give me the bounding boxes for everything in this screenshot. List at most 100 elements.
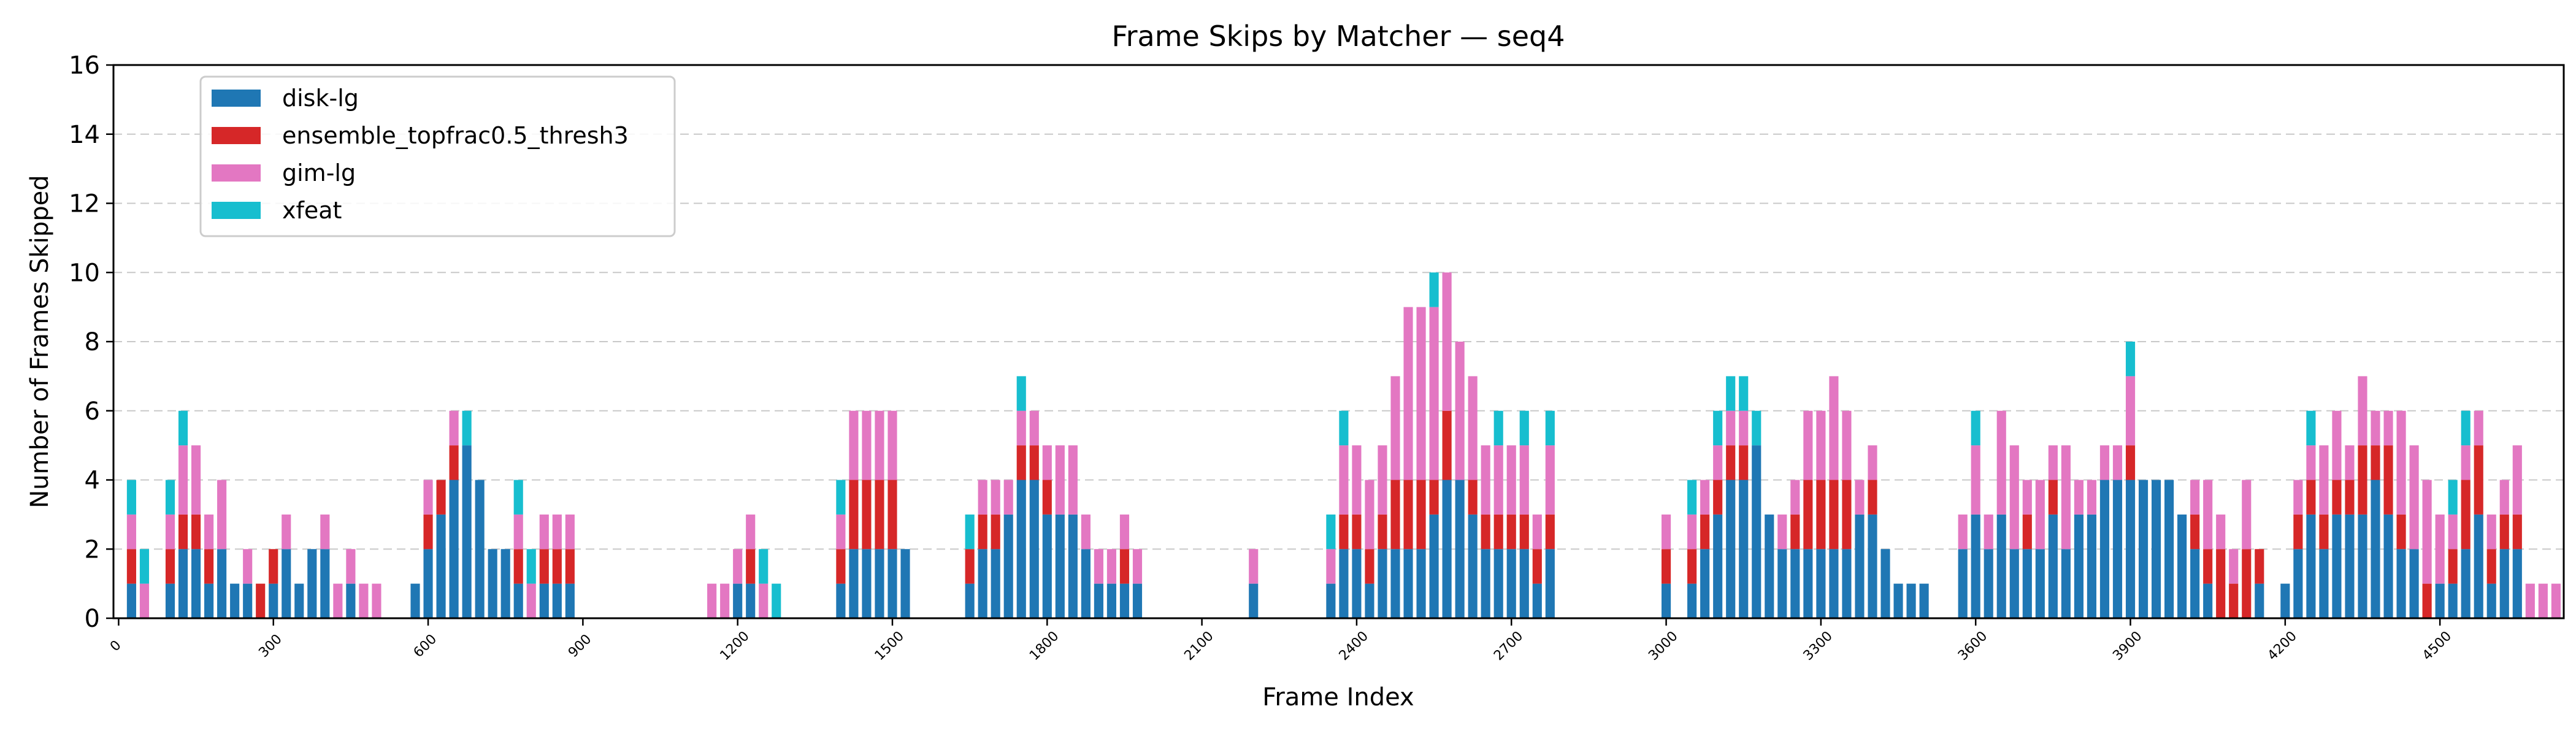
bar-gim-lg-250 xyxy=(243,549,253,584)
bar-gim-lg-2750 xyxy=(1532,514,1542,550)
y-tick-label-16: 16 xyxy=(69,52,100,80)
legend-swatch-disk-lg xyxy=(212,90,261,107)
bar-ensemble_topfrac0.5_thresh3-3075 xyxy=(1700,514,1710,550)
bar-disk-lg-650 xyxy=(449,480,459,618)
bar-xfeat-50 xyxy=(139,549,150,584)
bar-gim-lg-1900 xyxy=(1094,549,1103,584)
bar-disk-lg-2375 xyxy=(1339,549,1349,618)
legend: disk-lg ensemble_topfrac0.5_thresh3 gim-… xyxy=(199,75,676,237)
bar-disk-lg-1525 xyxy=(900,549,910,618)
bar-gim-lg-200 xyxy=(217,480,227,550)
bar-xfeat-2550 xyxy=(1429,272,1439,307)
bar-gim-lg-3250 xyxy=(1790,480,1800,515)
bar-gim-lg-2425 xyxy=(1365,480,1374,550)
bar-ensemble_topfrac0.5_thresh3-2775 xyxy=(1545,514,1555,550)
bar-disk-lg-3275 xyxy=(1803,549,1813,618)
bar-disk-lg-4150 xyxy=(2255,583,2264,618)
bar-disk-lg-2675 xyxy=(1493,549,1503,618)
bar-gim-lg-1175 xyxy=(720,583,730,618)
bar-disk-lg-3850 xyxy=(2099,480,2110,618)
bar-gim-lg-4225 xyxy=(2293,480,2303,515)
bar-disk-lg-1825 xyxy=(1055,514,1065,618)
bar-gim-lg-4025 xyxy=(2190,480,2200,515)
bar-disk-lg-4375 xyxy=(2371,480,2380,618)
bar-gim-lg-1675 xyxy=(978,480,987,515)
bar-disk-lg-4650 xyxy=(2512,549,2522,618)
bar-ensemble_topfrac0.5_thresh3-1475 xyxy=(875,480,884,550)
bar-ensemble_topfrac0.5_thresh3-1800 xyxy=(1042,480,1052,515)
x-tick-label-3600: 3600 xyxy=(1955,629,1990,664)
bar-gim-lg-1850 xyxy=(1068,445,1078,515)
bar-ensemble_topfrac0.5_thresh3-875 xyxy=(565,549,575,584)
bar-disk-lg-400 xyxy=(320,549,330,618)
x-axis-label: Frame Index xyxy=(1262,683,1414,711)
bar-disk-lg-1225 xyxy=(746,583,756,618)
bar-xfeat-25 xyxy=(126,480,137,515)
bar-gim-lg-425 xyxy=(333,583,343,618)
bar-ensemble_topfrac0.5_thresh3-850 xyxy=(552,549,562,584)
bar-ensemble_topfrac0.5_thresh3-2450 xyxy=(1378,514,1387,550)
y-axis-label: Number of Frames Skipped xyxy=(26,175,54,508)
bar-gim-lg-3900 xyxy=(2125,376,2136,446)
bar-gim-lg-1775 xyxy=(1029,410,1039,446)
bar-gim-lg-3725 xyxy=(2035,480,2045,550)
bar-xfeat-2725 xyxy=(1519,410,1529,446)
bar-disk-lg-325 xyxy=(282,549,291,618)
bar-ensemble_topfrac0.5_thresh3-2625 xyxy=(1468,480,1478,515)
bar-gim-lg-3400 xyxy=(1868,445,1877,480)
bar-gim-lg-3875 xyxy=(2112,445,2123,480)
bar-ensemble_topfrac0.5_thresh3-2475 xyxy=(1390,480,1400,550)
x-tick-label-2400: 2400 xyxy=(1336,629,1371,664)
bar-disk-lg-350 xyxy=(294,583,304,618)
x-tick-label-1800: 1800 xyxy=(1027,629,1062,664)
bar-xfeat-4550 xyxy=(2461,410,2471,446)
bar-ensemble_topfrac0.5_thresh3-3350 xyxy=(1842,480,1852,550)
bar-disk-lg-3300 xyxy=(1816,549,1826,618)
bar-gim-lg-1450 xyxy=(862,410,872,480)
bar-disk-lg-825 xyxy=(539,583,549,618)
bar-ensemble_topfrac0.5_thresh3-100 xyxy=(165,549,175,584)
bar-ensemble_topfrac0.5_thresh3-2575 xyxy=(1442,410,1452,480)
bar-disk-lg-2450 xyxy=(1378,549,1387,618)
bar-gim-lg-450 xyxy=(346,549,356,584)
bar-disk-lg-225 xyxy=(230,583,240,618)
bar-gim-lg-2375 xyxy=(1339,445,1349,515)
bar-gim-lg-475 xyxy=(359,583,369,618)
bar-disk-lg-450 xyxy=(346,583,356,618)
bar-xfeat-675 xyxy=(462,410,472,446)
bar-gim-lg-875 xyxy=(565,514,575,550)
bar-ensemble_topfrac0.5_thresh3-25 xyxy=(126,549,137,584)
bar-disk-lg-3500 xyxy=(1919,583,1929,618)
bar-disk-lg-2500 xyxy=(1403,549,1413,618)
bar-disk-lg-3075 xyxy=(1700,549,1710,618)
bar-gim-lg-3775 xyxy=(2061,445,2071,550)
bar-disk-lg-4300 xyxy=(2332,514,2342,618)
bar-ensemble_topfrac0.5_thresh3-775 xyxy=(513,549,523,584)
bar-disk-lg-625 xyxy=(436,514,446,618)
bar-gim-lg-2775 xyxy=(1545,445,1555,515)
bar-gim-lg-3050 xyxy=(1687,514,1697,550)
bar-ensemble_topfrac0.5_thresh3-4050 xyxy=(2203,549,2213,584)
bar-ensemble_topfrac0.5_thresh3-1750 xyxy=(1016,445,1026,480)
bar-gim-lg-4650 xyxy=(2512,445,2522,515)
x-tick-label-4200: 4200 xyxy=(2265,629,2300,664)
x-tick-label-300: 300 xyxy=(256,632,285,661)
bar-xfeat-1750 xyxy=(1016,376,1026,411)
y-tick-label-12: 12 xyxy=(69,190,100,218)
bar-gim-lg-500 xyxy=(372,583,381,618)
bar-disk-lg-700 xyxy=(475,480,485,618)
bar-disk-lg-3575 xyxy=(1958,549,1968,618)
legend-swatch-ensemble xyxy=(212,127,261,144)
bar-gim-lg-50 xyxy=(139,583,150,618)
bar-ensemble_topfrac0.5_thresh3-4075 xyxy=(2216,549,2226,618)
bar-ensemble_topfrac0.5_thresh3-3275 xyxy=(1803,480,1813,550)
bar-gim-lg-1250 xyxy=(759,583,769,618)
bar-gim-lg-4275 xyxy=(2319,445,2329,515)
bar-gim-lg-2700 xyxy=(1506,445,1516,515)
bar-gim-lg-1400 xyxy=(836,514,846,550)
bar-disk-lg-1975 xyxy=(1132,583,1143,618)
bar-disk-lg-3425 xyxy=(1880,549,1890,618)
bar-gim-lg-3600 xyxy=(1971,445,1980,515)
x-tick-label-600: 600 xyxy=(411,632,440,661)
bar-gim-lg-4425 xyxy=(2396,410,2406,515)
